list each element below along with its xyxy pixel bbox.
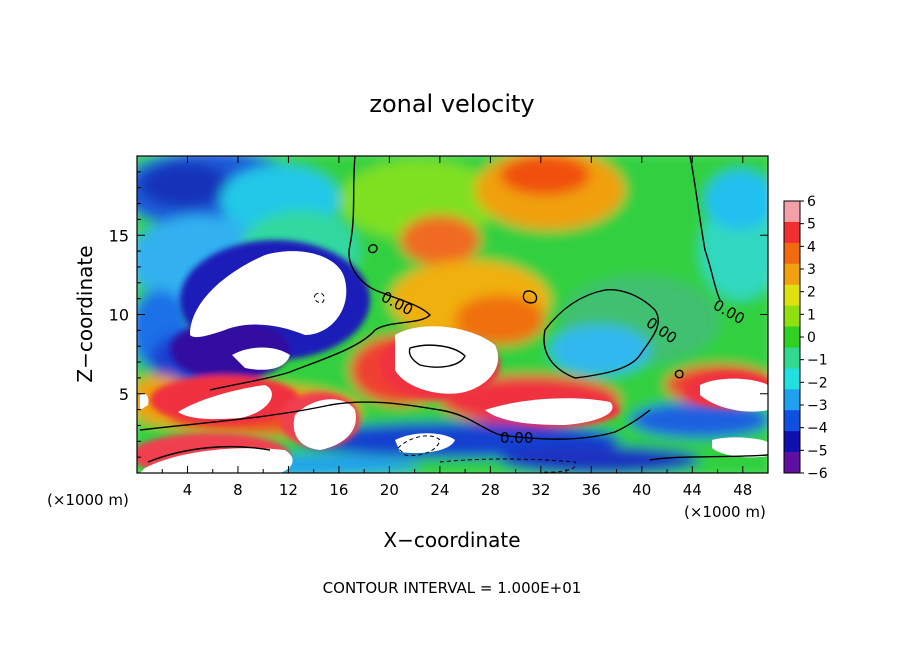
x-tick-label: 16 <box>329 481 348 499</box>
colorbar-swatch <box>784 326 800 348</box>
colorbar: 6 5 4 3 2 1 0 −1 −2 −3 −4 −5 −6 <box>783 194 828 482</box>
heatmap-field: 0.00 0.00 0.00 0.00 <box>137 156 768 473</box>
x-axis-label: X−coordinate <box>383 528 520 552</box>
colorbar-swatch <box>784 242 800 265</box>
y-tick-label: 10 <box>109 306 129 325</box>
colorbar-label: −1 <box>807 353 828 369</box>
x-tick-label: 48 <box>733 481 752 499</box>
x-tick-label: 44 <box>683 481 702 499</box>
x-unit-left: (×1000 m) <box>47 491 129 509</box>
x-unit-right: (×1000 m) <box>684 503 766 521</box>
colorbar-label: 4 <box>807 239 816 255</box>
x-tick-label: 32 <box>531 481 550 499</box>
colorbar-swatch <box>784 263 800 286</box>
colorbar-label: 1 <box>807 307 816 323</box>
contour-interval-note: CONTOUR INTERVAL = 1.000E+01 <box>323 579 582 597</box>
x-tick-label: 4 <box>183 481 193 499</box>
colorbar-swatch <box>784 431 800 453</box>
y-axis-label: Z−coordinate <box>73 245 97 382</box>
colorbar-label: −5 <box>807 443 828 459</box>
colorbar-swatch <box>784 389 800 411</box>
colorbar-swatch <box>784 410 800 432</box>
x-tick-label: 28 <box>481 481 500 499</box>
colorbar-swatch <box>784 305 800 328</box>
x-tick-label: 24 <box>430 481 449 499</box>
colorbar-swatch <box>784 452 800 474</box>
y-axis-ticks: 5 10 15 <box>109 171 768 458</box>
colorbar-label: −2 <box>807 375 828 391</box>
colorbar-swatch <box>784 284 800 307</box>
x-tick-label: 36 <box>582 481 601 499</box>
chart-title: zonal velocity <box>369 90 534 118</box>
x-tick-label: 8 <box>233 481 243 499</box>
colorbar-swatch <box>784 347 800 369</box>
colorbar-label: −4 <box>807 421 828 437</box>
x-tick-label: 40 <box>632 481 651 499</box>
colorbar-label: 3 <box>807 262 816 278</box>
y-tick-label: 5 <box>119 385 129 404</box>
colorbar-swatch <box>784 368 800 390</box>
colorbar-label: 2 <box>807 285 816 301</box>
colorbar-swatch <box>784 201 800 223</box>
x-tick-label: 20 <box>380 481 399 499</box>
x-tick-label: 12 <box>279 481 298 499</box>
y-tick-label: 15 <box>109 226 129 245</box>
colorbar-swatch <box>784 221 800 244</box>
colorbar-label: 5 <box>807 217 816 233</box>
colorbar-label: −3 <box>807 398 828 414</box>
colorbar-label: −6 <box>807 466 828 482</box>
svg-text:0.00: 0.00 <box>500 429 533 447</box>
colorbar-label: 0 <box>807 330 816 346</box>
colorbar-label: 6 <box>807 194 816 210</box>
x-axis-ticks: 4 8 12 16 20 24 28 32 36 40 44 48 <box>161 156 752 499</box>
